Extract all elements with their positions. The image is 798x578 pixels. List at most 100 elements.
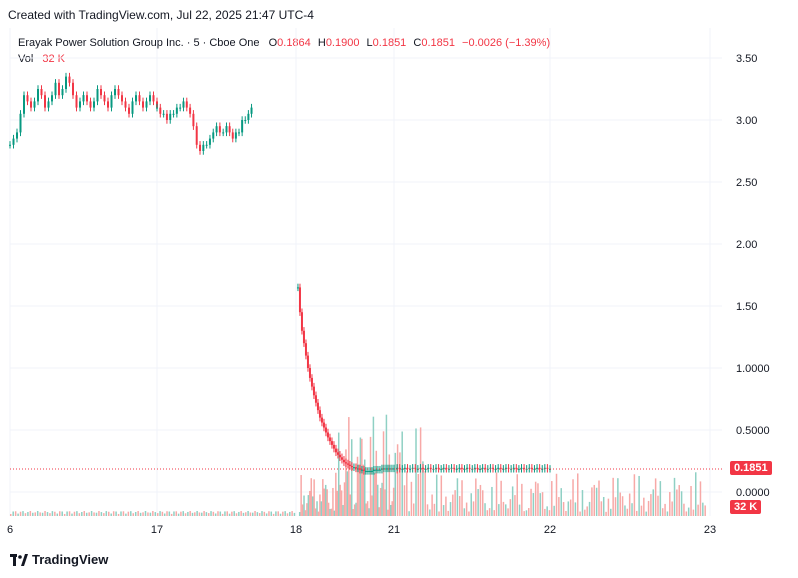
volume-bar (147, 512, 149, 516)
volume-bar (177, 513, 180, 516)
volume-bar (569, 499, 572, 516)
candle-body (72, 82, 74, 96)
volume-bar (659, 481, 662, 516)
tradingview-logo[interactable]: TradingView (10, 552, 108, 567)
x-tick-label: 17 (151, 524, 163, 536)
candle-body (159, 107, 162, 114)
volume-bar (636, 510, 638, 516)
volume-bar (49, 513, 51, 516)
candle-body (124, 101, 127, 108)
volume-bar (392, 487, 395, 516)
y-tick-label: 0.5000 (736, 425, 770, 437)
volume-bar (258, 513, 261, 516)
volume-bar (567, 501, 570, 516)
candle-body (538, 467, 541, 469)
candle-body (208, 138, 211, 145)
volume-bar (61, 511, 63, 516)
candle-body (328, 437, 331, 442)
volume-bar (394, 452, 397, 516)
volume-bar (633, 474, 636, 516)
volume-bar (702, 502, 704, 516)
volume-bar (189, 511, 191, 516)
candle-body (520, 467, 523, 469)
candle-body (320, 417, 323, 423)
candle-body (296, 287, 299, 289)
symbol-name[interactable]: Erayak Power Solution Group Inc. · 5 · C… (18, 37, 260, 49)
volume-bar (560, 488, 562, 516)
volume-bar (433, 503, 436, 516)
volume-bar (486, 510, 489, 516)
volume-bar (638, 475, 640, 516)
volume-bar (361, 438, 363, 516)
volume-bar (110, 513, 112, 516)
volume-bar (173, 511, 175, 516)
candle-body (416, 468, 419, 470)
volume-bar (298, 512, 301, 516)
chart-header: Created with TradingView.com, Jul 22, 20… (8, 8, 314, 22)
volume-bar (661, 508, 664, 516)
volume-bar (640, 505, 643, 516)
candle-body (460, 467, 463, 469)
volume-bar (381, 482, 383, 516)
candle-body (30, 101, 32, 108)
volume-bar (224, 511, 226, 516)
candle-body (396, 467, 399, 469)
y-tick-label: 1.0000 (736, 363, 770, 375)
candle-body (58, 82, 60, 96)
volume-bar (272, 513, 275, 516)
volume-bar (301, 504, 304, 516)
volume-bar (692, 509, 695, 516)
volume-bar (323, 488, 326, 516)
x-tick-label: 6 (7, 524, 13, 536)
candle-body (185, 101, 188, 108)
candle-body (241, 120, 244, 133)
volume-bar (382, 431, 385, 516)
candle-body (142, 101, 144, 108)
volume-bar (139, 512, 142, 516)
volume-bar (676, 489, 678, 516)
candle-body (484, 467, 487, 469)
volume-bar (304, 510, 307, 516)
volume-bar (699, 481, 702, 516)
volume-bar (335, 472, 337, 516)
volume-bar (619, 492, 621, 516)
y-axis: 3.50 3.00 2.50 2.00 1.50 1.0000 0.5000 0.0000 (736, 53, 770, 499)
volume-bar (368, 508, 370, 516)
candle-body (445, 467, 448, 469)
candle-body (352, 467, 355, 469)
volume-bar (112, 511, 115, 516)
volume-bar (311, 496, 314, 516)
volume-bar (532, 493, 535, 516)
volume-bar (122, 511, 125, 516)
volume-bar (149, 512, 152, 516)
volume-bar (34, 512, 36, 516)
candle-body (378, 469, 381, 471)
volume-bar (108, 511, 110, 516)
volume-bar (17, 513, 19, 516)
volume-bar (221, 513, 224, 516)
volume-label[interactable]: Vol (18, 53, 34, 65)
volume-bar (340, 490, 343, 516)
candles (9, 72, 551, 475)
candle-body (374, 469, 377, 471)
candle-body (458, 467, 461, 469)
candle-body (386, 468, 389, 470)
volume-bar (317, 511, 320, 516)
candle-body (312, 386, 315, 396)
close-value: 0.1851 (421, 37, 455, 49)
volume-bar (78, 513, 81, 516)
volume-bar (154, 512, 157, 516)
candle-body (533, 468, 536, 470)
candle-body (468, 467, 471, 469)
volume-bar (431, 494, 433, 516)
volume-bar (631, 503, 633, 516)
candle-body (162, 113, 165, 115)
volume-bar (41, 512, 44, 516)
volume-bar (424, 471, 426, 516)
candle-body (121, 95, 123, 102)
candle-body (54, 82, 57, 96)
volume-bar (170, 513, 173, 516)
candle-body (437, 467, 440, 469)
candle-body (110, 95, 113, 108)
